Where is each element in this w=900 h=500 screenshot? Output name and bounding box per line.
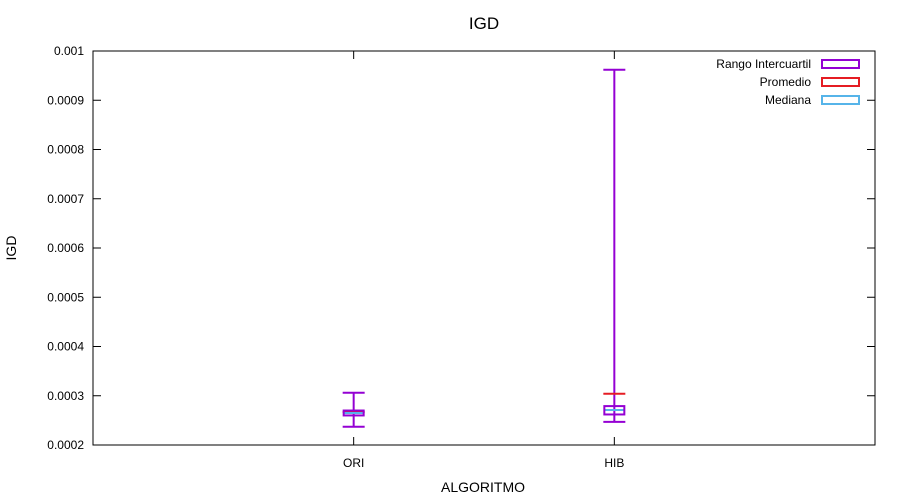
y-tick-label: 0.0005 <box>47 290 84 304</box>
y-tick-label: 0.0006 <box>47 241 84 255</box>
box-hib <box>603 68 626 423</box>
x-tick-label: HIB <box>604 456 624 470</box>
y-axis-label: IGD <box>3 236 19 261</box>
y-tick-label: 0.0008 <box>47 143 84 157</box>
y-tick-label: 0.0009 <box>47 93 84 107</box>
box-ori <box>342 391 365 428</box>
y-tick-label: 0.0003 <box>47 389 84 403</box>
chart-title: IGD <box>469 14 499 33</box>
x-axis-label: ALGORITMO <box>441 479 525 495</box>
x-axis: ORI HIB <box>343 51 624 470</box>
legend-label: Mediana <box>765 93 811 107</box>
iqr-box <box>603 405 626 416</box>
box-series <box>342 68 626 428</box>
legend-swatch <box>821 77 860 87</box>
y-tick-label: 0.0004 <box>47 340 84 354</box>
x-tick-label: ORI <box>343 456 364 470</box>
iqr-box <box>342 409 365 417</box>
y-tick-label: 0.0002 <box>47 438 84 452</box>
y-tick-label: 0.0007 <box>47 192 84 206</box>
legend-swatch <box>821 95 860 105</box>
legend-swatch <box>821 59 860 69</box>
y-axis: 0.0002 0.0003 0.0004 0.0005 0.0006 0.0007 0.00… <box>47 44 875 452</box>
legend: Rango Intercuartil Promedio Mediana <box>716 57 860 107</box>
legend-label: Promedio <box>760 75 812 89</box>
y-tick-label: 0.001 <box>54 44 84 58</box>
legend-label: Rango Intercuartil <box>716 57 811 71</box>
